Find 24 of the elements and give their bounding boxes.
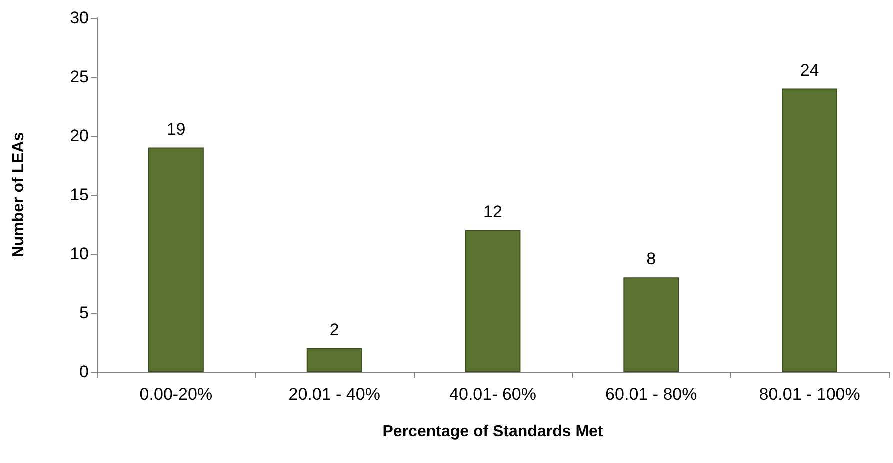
x-tick-label: 40.01- 60%: [450, 385, 536, 404]
y-tick-label: 15: [70, 186, 89, 204]
x-tick-label: 0.00-20%: [140, 385, 213, 404]
bar: [306, 348, 362, 372]
data-label: 12: [484, 202, 502, 222]
y-tick-label: 0: [80, 362, 89, 382]
data-label: 19: [166, 120, 186, 139]
x-tick-label: 20.01 - 40%: [288, 385, 380, 404]
x-tick-label: 80.01 - 100%: [759, 385, 860, 404]
y-axis-title: Number of LEAs: [10, 132, 28, 258]
data-label: 8: [646, 250, 656, 269]
bar: [148, 148, 204, 372]
y-tick-label: 20: [70, 126, 89, 146]
bar: [624, 278, 680, 372]
y-tick-label: 5: [80, 304, 89, 322]
data-label: 24: [800, 60, 820, 80]
x-axis-title: Percentage of Standards Met: [382, 424, 604, 440]
x-tick-label: 60.01 - 80%: [606, 385, 698, 404]
y-tick-label: 30: [70, 8, 89, 28]
y-tick-label: 25: [70, 68, 89, 86]
bar: [782, 88, 838, 372]
bar: [465, 230, 521, 372]
y-tick-label: 10: [70, 244, 89, 264]
data-label: 2: [330, 320, 340, 340]
